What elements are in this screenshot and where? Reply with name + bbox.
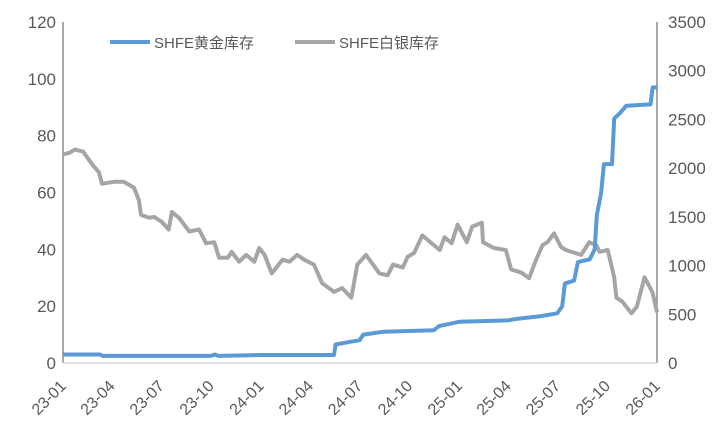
- y2-tick-label: 2000: [668, 159, 706, 178]
- y-tick-label: 80: [37, 127, 56, 146]
- x-tick-label: 24-07: [325, 378, 366, 419]
- y-tick-label: 100: [28, 70, 56, 89]
- y-tick-label: 0: [47, 354, 56, 373]
- series-line-silver: [62, 147, 659, 316]
- x-tick-label: 25-04: [474, 378, 515, 419]
- y2-tick-label: 1500: [668, 208, 706, 227]
- y2-tick-label: 3000: [668, 62, 706, 81]
- x-tick-label: 25-07: [523, 378, 564, 419]
- series-line-gold: [63, 85, 657, 358]
- x-tick-label: 26-01: [623, 378, 664, 419]
- x-tick-label: 23-10: [177, 378, 218, 419]
- legend-label-silver: SHFE白银库存: [339, 35, 439, 52]
- x-tick-label: 25-10: [573, 378, 614, 419]
- x-tick-label: 23-07: [127, 378, 168, 419]
- x-tick-label: 23-04: [78, 378, 119, 419]
- legend-label-gold: SHFE黄金库存: [154, 35, 254, 52]
- y2-tick-label: 500: [668, 305, 696, 324]
- x-tick-label: 24-04: [276, 378, 317, 419]
- x-tick-label: 24-01: [227, 378, 268, 419]
- legend: SHFE黄金库存 SHFE白银库存: [110, 35, 439, 52]
- x-tick-label: 24-10: [375, 378, 416, 419]
- y2-tick-label: 1000: [668, 257, 706, 276]
- y-tick-label: 40: [37, 240, 56, 259]
- x-tick-label: 23-01: [29, 378, 70, 419]
- y2-tick-label: 2500: [668, 110, 706, 129]
- y-tick-label: 120: [28, 13, 56, 32]
- x-tick-label: 25-01: [425, 378, 466, 419]
- y-tick-label: 60: [37, 184, 56, 203]
- y-tick-label: 20: [37, 297, 56, 316]
- y2-tick-label: 0: [668, 354, 677, 373]
- y2-tick-label: 3500: [668, 13, 706, 32]
